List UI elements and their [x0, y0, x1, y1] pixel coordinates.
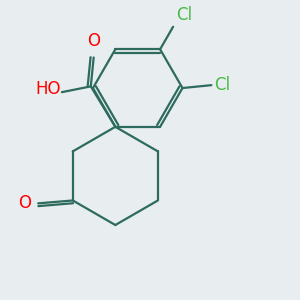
Text: O: O	[18, 194, 31, 212]
Text: HO: HO	[35, 80, 61, 98]
Text: O: O	[87, 32, 100, 50]
Text: Cl: Cl	[214, 76, 230, 94]
Text: Cl: Cl	[176, 6, 192, 24]
